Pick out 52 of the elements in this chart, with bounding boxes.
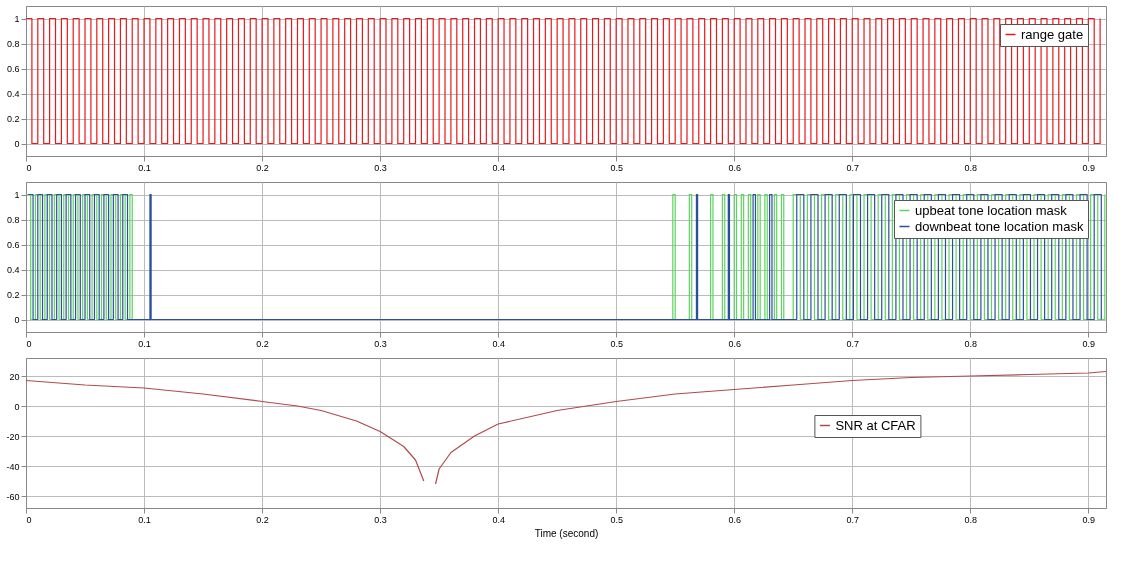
x-tick-label: 0.1 (138, 514, 151, 525)
x-tick-label: 0.9 (1082, 338, 1096, 349)
y-tick-label: 1 (14, 14, 20, 24)
x-tick-label: 0.3 (374, 514, 387, 525)
x-tick-label: 0.5 (610, 338, 623, 349)
x-tick-label: 0.5 (610, 162, 623, 173)
y-tick-label: 0 (14, 401, 20, 412)
y-tick-label: 0.6 (6, 240, 20, 250)
legend-label: downbeat tone location mask (915, 218, 1084, 234)
x-tick-label: 0.7 (846, 514, 859, 525)
y-tick-label: 0.8 (6, 215, 20, 225)
legend-label: SNR at CFAR (835, 417, 916, 433)
y-tick-label: 0 (14, 139, 20, 149)
x-tick-label: 0.6 (728, 514, 741, 525)
x-tick-label: 0.5 (610, 514, 623, 525)
y-tick-label: 0.4 (6, 265, 20, 275)
x-tick-label: 0.8 (964, 514, 978, 525)
y-tick-label: -40 (6, 461, 20, 472)
legend-label: upbeat tone location mask (915, 202, 1068, 218)
x-tick-label: 0.2 (256, 162, 269, 173)
x-tick-label: 0.3 (374, 338, 387, 349)
x-tick-label: 0 (26, 338, 32, 349)
y-tick-label: 1 (14, 190, 20, 200)
y-tick-label: 0 (14, 315, 20, 325)
x-tick-label: 0.7 (846, 162, 859, 173)
x-tick-label: 0.9 (1082, 514, 1096, 525)
x-tick-label: 0 (26, 162, 32, 173)
y-tick-label: 0.2 (6, 290, 20, 300)
x-axis-title: Time (second) (534, 527, 599, 539)
x-tick-label: 0.9 (1082, 162, 1096, 173)
y-tick-label: -20 (6, 431, 20, 442)
y-tick-label: 0.8 (6, 39, 20, 49)
x-tick-label: 0.4 (492, 338, 505, 349)
y-tick-label: 0.2 (6, 114, 20, 124)
y-tick-label: 20 (9, 371, 20, 382)
x-tick-label: 0.4 (492, 514, 505, 525)
x-tick-label: 0.6 (728, 162, 741, 173)
x-tick-label: 0.8 (964, 162, 978, 173)
x-tick-label: 0.2 (256, 338, 269, 349)
y-tick-label: 0.4 (6, 89, 20, 99)
legend-label: range gate (1021, 26, 1084, 42)
x-tick-label: 0.1 (138, 338, 151, 349)
x-tick-label: 0.3 (374, 162, 387, 173)
x-tick-label: 0.8 (964, 338, 978, 349)
y-tick-label: -60 (6, 491, 20, 502)
x-tick-label: 0.6 (728, 338, 741, 349)
x-tick-label: 0.1 (138, 162, 151, 173)
y-tick-label: 0.6 (6, 64, 20, 74)
x-tick-label: 0.4 (492, 162, 505, 173)
x-tick-label: 0 (26, 514, 32, 525)
x-tick-label: 0.7 (846, 338, 859, 349)
x-tick-label: 0.2 (256, 514, 269, 525)
